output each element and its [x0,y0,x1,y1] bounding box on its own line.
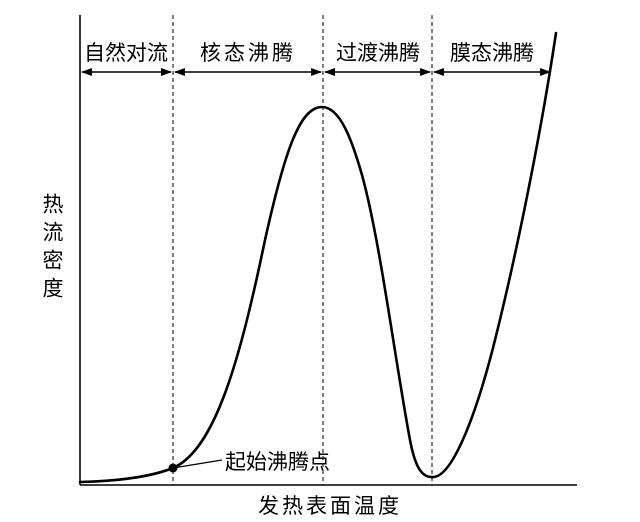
boiling-curve [78,31,558,484]
onset-point-label: 起始沸腾点 [225,450,330,474]
x-axis-label: 发热表面温度 [258,494,402,518]
region-label-transition-boiling: 过渡沸腾 [336,41,420,65]
region-label-film-boiling: 膜态沸腾 [450,41,534,65]
onset-point-marker [168,463,178,473]
onset-point-leader-line [172,459,223,469]
region-label-natural-convection: 自然对流 [84,41,168,65]
y-axis-label: 热流密度 [40,193,64,305]
region-label-nucleate-boiling: 核态沸腾 [200,41,296,65]
